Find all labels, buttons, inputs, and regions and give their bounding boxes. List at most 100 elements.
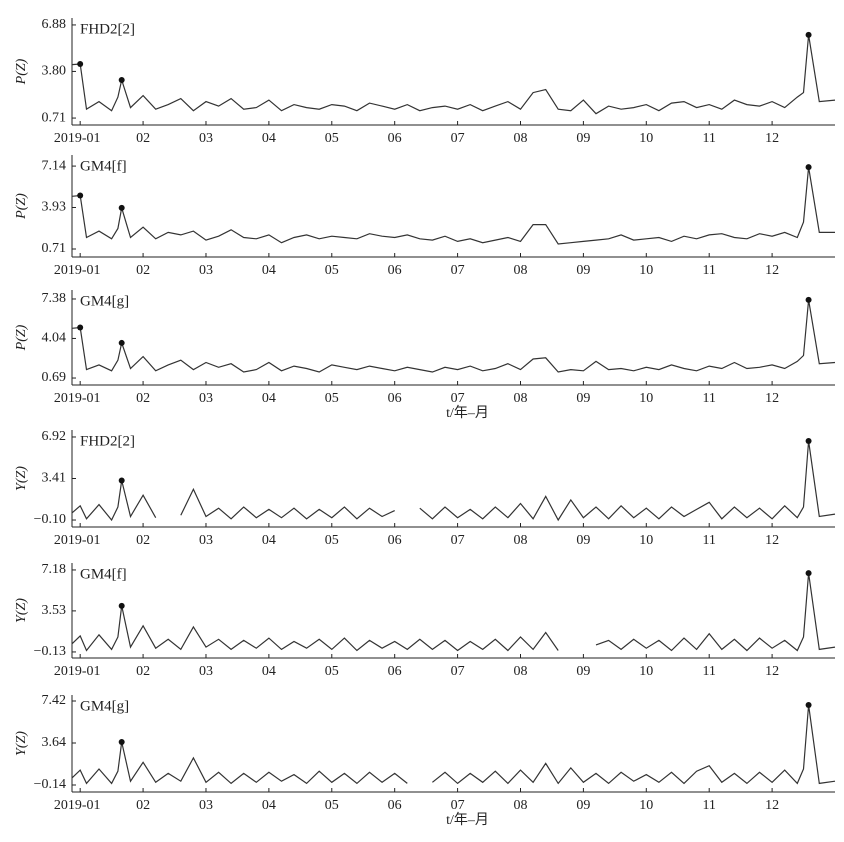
x-tick-label: 08 (513, 263, 527, 278)
x-tick-label: 07 (451, 533, 465, 548)
x-tick-label: 04 (262, 131, 276, 146)
x-tick-label: 09 (576, 263, 590, 278)
peak-marker (805, 164, 812, 171)
x-tick-label: 07 (451, 391, 465, 406)
peak-marker (118, 204, 125, 211)
x-tick-label: 02 (136, 263, 150, 278)
y-tick-label: −0.14 (34, 777, 66, 792)
y-tick-label: 0.69 (42, 370, 67, 385)
peak-marker (77, 324, 84, 331)
x-tick-label: 10 (639, 664, 653, 679)
y-tick-label: −0.13 (34, 644, 66, 659)
x-tick-label: 09 (576, 798, 590, 813)
y-tick-label: 7.42 (42, 693, 67, 708)
peak-marker (77, 61, 84, 68)
x-tick-label: 11 (702, 263, 715, 278)
x-tick-label: 2019-01 (54, 391, 101, 406)
x-tick-label: 2019-01 (54, 263, 101, 278)
panel-title: GM4[f] (80, 566, 127, 582)
x-tick-label: 10 (639, 391, 653, 406)
x-tick-label: 05 (325, 533, 339, 548)
peak-marker (805, 438, 812, 445)
x-tick-label: 02 (136, 798, 150, 813)
x-tick-label: 05 (325, 798, 339, 813)
peak-marker (805, 702, 812, 708)
x-tick-label: 05 (325, 131, 339, 146)
x-tick-label: 09 (576, 391, 590, 406)
x-tick-label: 12 (765, 798, 779, 813)
x-tick-label: 10 (639, 131, 653, 146)
x-tick-label: 08 (513, 664, 527, 679)
x-axis-label: t/年–月 (446, 812, 489, 828)
y-tick-label: 0.71 (42, 241, 67, 256)
x-tick-label: 2019-01 (54, 798, 101, 813)
peak-marker (118, 77, 125, 84)
y-axis-label: Y(Z) (14, 466, 29, 491)
x-tick-label: 08 (513, 533, 527, 548)
x-tick-label: 03 (199, 391, 213, 406)
x-tick-label: 07 (451, 664, 465, 679)
panel-title: FHD2[2] (80, 433, 135, 449)
y-tick-label: −0.10 (34, 512, 66, 527)
peak-marker (805, 296, 812, 303)
peak-marker (118, 477, 125, 484)
x-tick-label: 08 (513, 391, 527, 406)
x-tick-label: 03 (199, 263, 213, 278)
y-axis-label: P(Z) (14, 193, 29, 220)
y-axis-label: P(Z) (14, 324, 29, 351)
y-tick-label: 7.38 (42, 291, 67, 306)
series-line (71, 167, 835, 245)
panel-title: GM4[g] (80, 698, 129, 714)
x-tick-label: 04 (262, 533, 276, 548)
x-tick-label: 04 (262, 391, 276, 406)
x-tick-label: 04 (262, 263, 276, 278)
y-axis-label: P(Z) (14, 58, 29, 85)
x-tick-label: 2019-01 (54, 664, 101, 679)
x-tick-label: 02 (136, 533, 150, 548)
x-tick-label: 12 (765, 131, 779, 146)
y-axis-label: Y(Z) (14, 731, 29, 756)
panel-title: FHD2[2] (80, 21, 135, 37)
x-tick-label: 12 (765, 263, 779, 278)
x-tick-label: 03 (199, 533, 213, 548)
x-tick-label: 11 (702, 664, 715, 679)
x-tick-label: 2019-01 (54, 131, 101, 146)
x-tick-label: 03 (199, 664, 213, 679)
x-tick-label: 08 (513, 798, 527, 813)
x-tick-label: 08 (513, 131, 527, 146)
series-line (71, 573, 836, 652)
x-tick-label: 11 (702, 391, 715, 406)
y-tick-label: 3.80 (42, 64, 67, 79)
x-tick-label: 02 (136, 131, 150, 146)
x-tick-label: 05 (325, 263, 339, 278)
y-tick-label: 4.04 (42, 331, 67, 346)
peak-marker (118, 602, 125, 609)
x-tick-label: 2019-01 (54, 533, 101, 548)
y-tick-label: 6.92 (42, 429, 67, 444)
y-tick-label: 7.18 (42, 562, 67, 577)
x-tick-label: 07 (451, 263, 465, 278)
y-tick-label: 3.53 (42, 603, 67, 618)
x-tick-label: 06 (388, 263, 402, 278)
x-tick-label: 09 (576, 533, 590, 548)
x-tick-label: 05 (325, 664, 339, 679)
series-line (71, 299, 836, 373)
series-line (71, 704, 836, 785)
peak-marker (118, 739, 125, 745)
series-line (71, 34, 836, 115)
x-tick-label: 11 (702, 798, 715, 813)
x-tick-label: 06 (388, 664, 402, 679)
x-tick-label: 10 (639, 263, 653, 278)
x-tick-label: 07 (451, 798, 465, 813)
x-tick-label: 06 (388, 533, 402, 548)
x-tick-label: 04 (262, 664, 276, 679)
y-tick-label: 3.64 (42, 735, 67, 750)
x-tick-label: 03 (199, 798, 213, 813)
panel-title: GM4[g] (80, 293, 129, 309)
x-tick-label: 06 (388, 391, 402, 406)
x-tick-label: 09 (576, 131, 590, 146)
panel-title: GM4[f] (80, 158, 127, 174)
x-tick-label: 02 (136, 391, 150, 406)
x-tick-label: 09 (576, 664, 590, 679)
peak-marker (805, 31, 812, 38)
